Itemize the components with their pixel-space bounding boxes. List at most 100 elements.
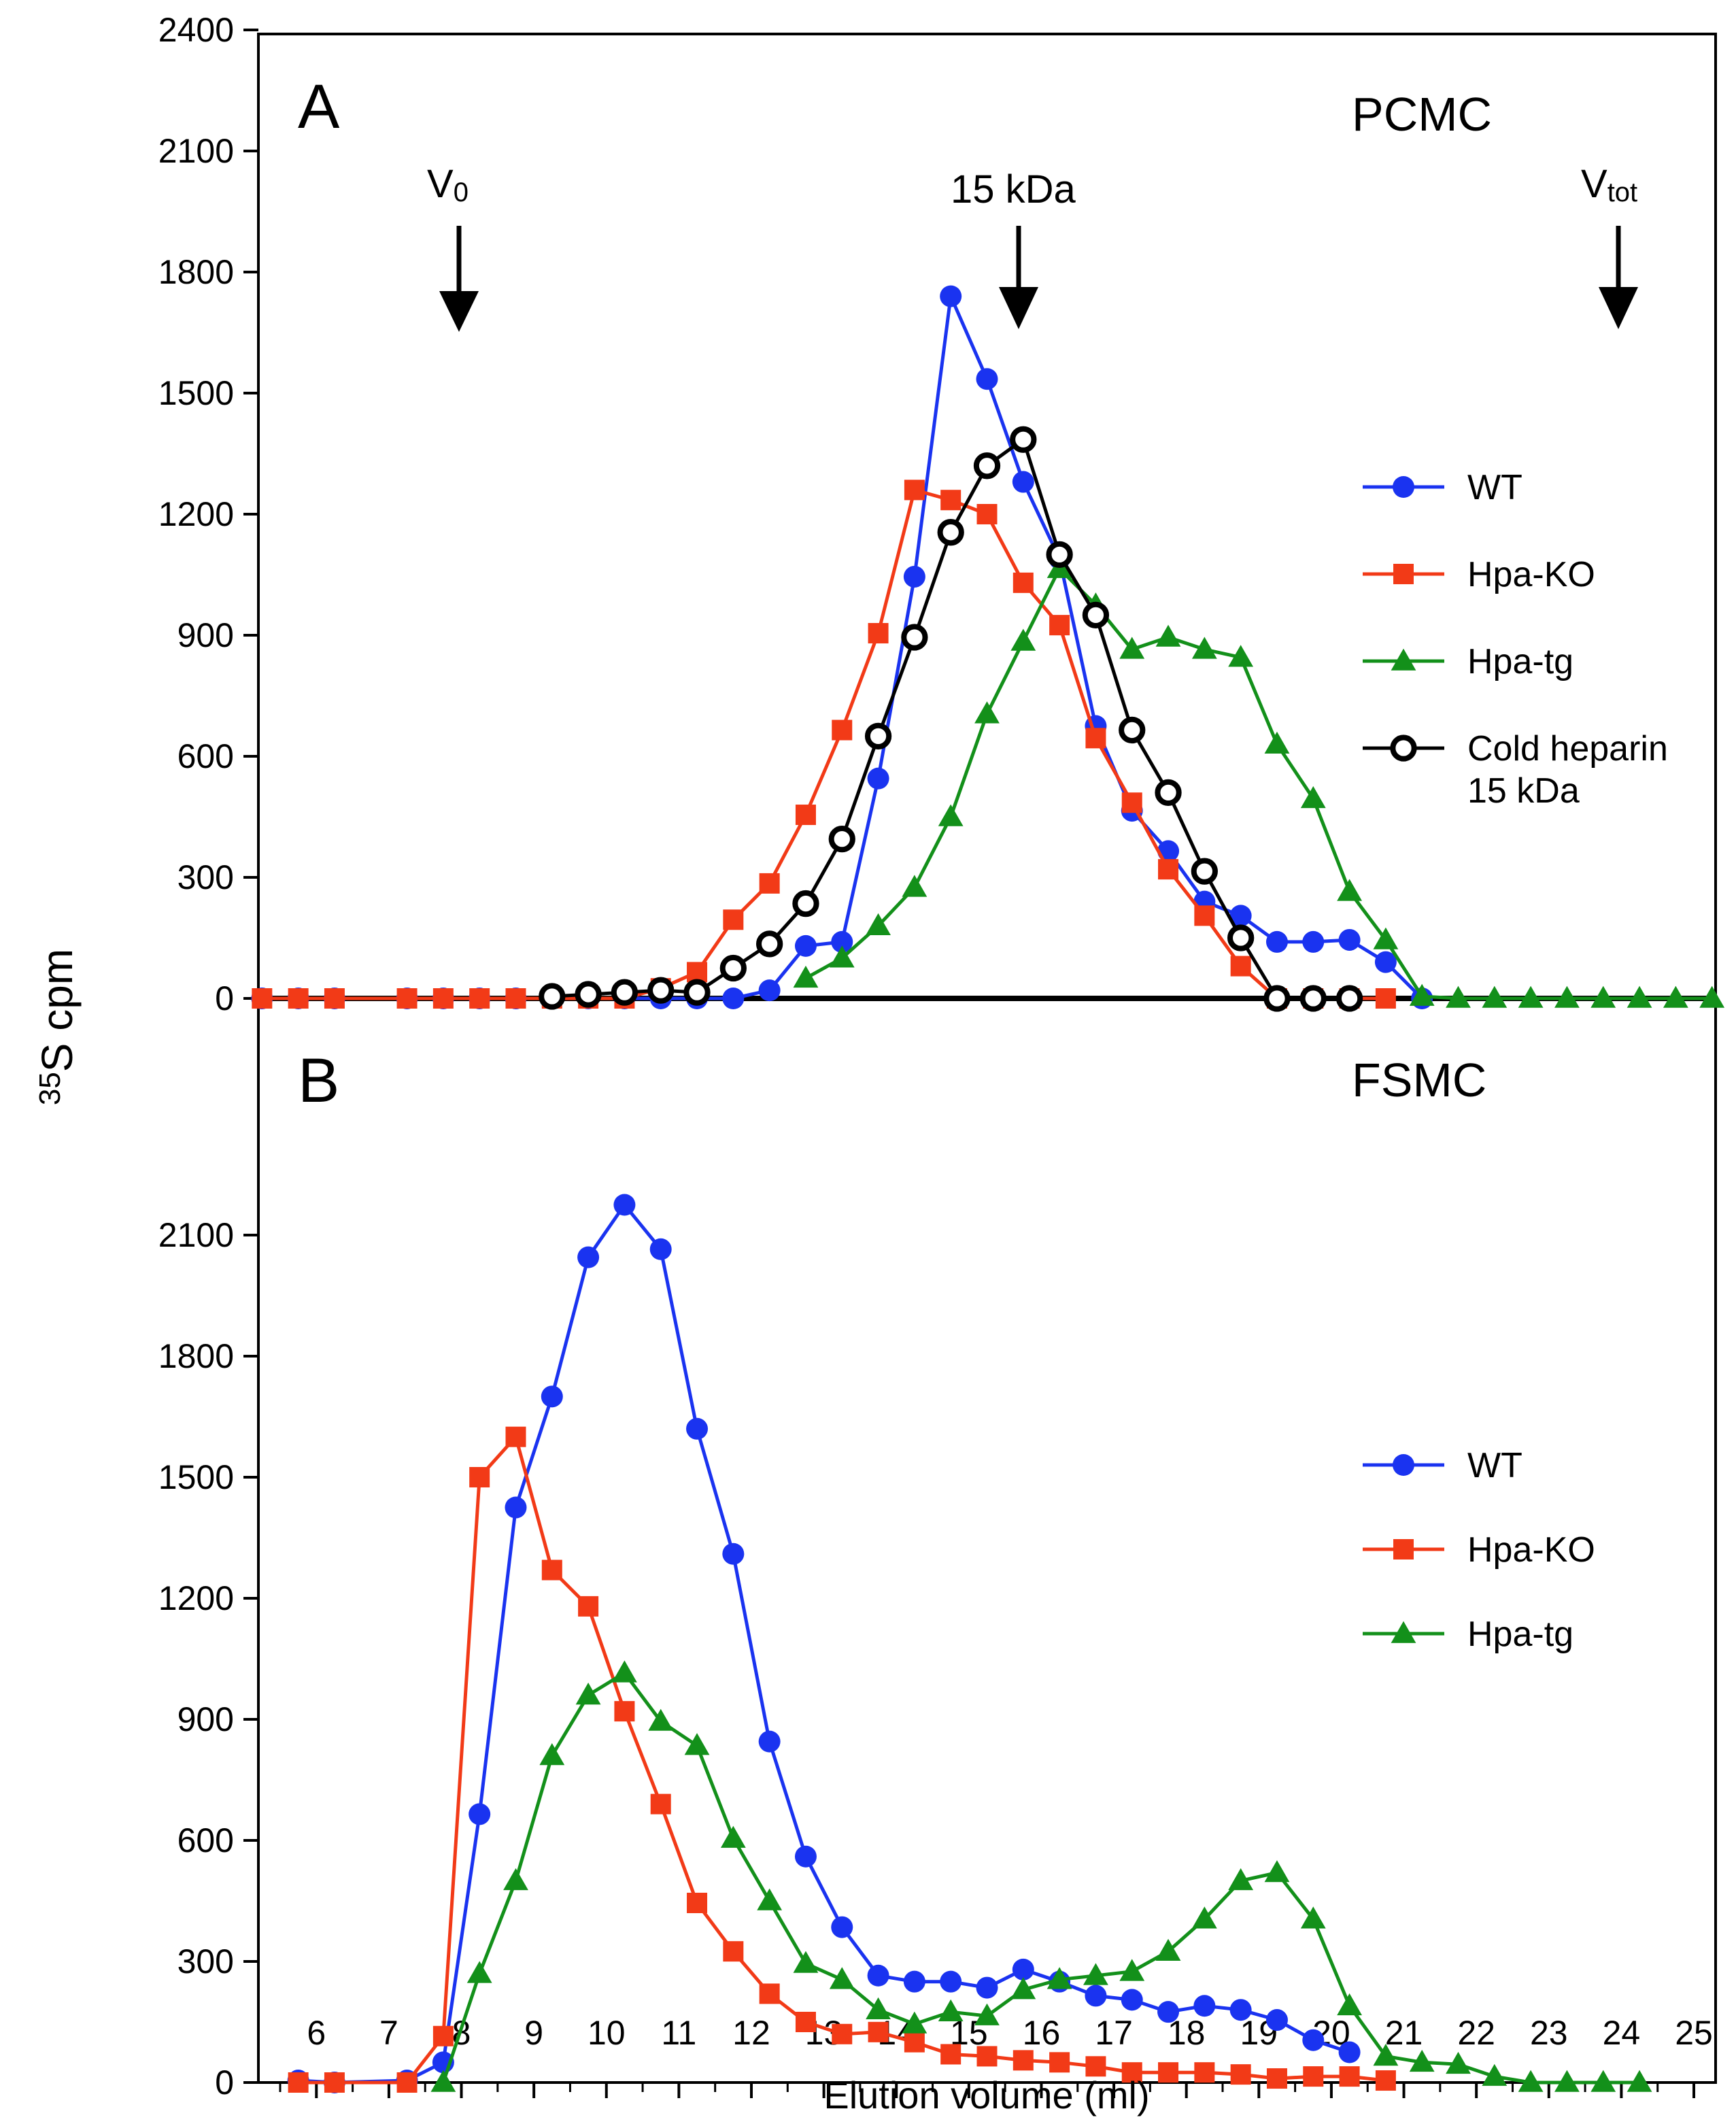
data-point-hpa_ko: [541, 1560, 562, 1581]
y-tick-label: 1500: [158, 1458, 234, 1496]
data-point-wt: [867, 1964, 889, 1987]
data-point-cold_heparin: [1335, 985, 1363, 1012]
x-tick-label: 22: [1457, 2014, 1495, 2052]
legend-marker-hpa_ko: [1393, 564, 1414, 584]
data-point-hpa_tg: [1518, 2070, 1544, 2092]
data-point-hpa_ko: [868, 2021, 889, 2042]
data-point-hpa_ko: [324, 988, 345, 1009]
data-point-hpa_tg: [684, 1733, 710, 1755]
data-point-wt: [1265, 2009, 1288, 2032]
data-point-hpa_ko: [1266, 2068, 1287, 2089]
data-point-hpa_tg: [829, 945, 855, 968]
vtot-label-main: V: [1581, 162, 1607, 206]
data-point-hpa_ko: [1085, 728, 1106, 749]
data-point-hpa_tg: [902, 2011, 927, 2034]
legend-marker-hpa_tg: [1391, 1621, 1416, 1643]
data-point-hpa_ko: [1012, 2050, 1034, 2071]
data-point-hpa_tg: [1264, 731, 1290, 754]
x-axis-title: Elution volume (ml): [823, 2074, 1149, 2117]
data-point-hpa_ko: [1303, 2066, 1324, 2087]
data-point-hpa_ko: [687, 1892, 708, 1913]
data-point-wt: [794, 934, 817, 957]
x-tick-label: 11: [661, 2014, 696, 2052]
data-point-cold_heparin: [575, 981, 602, 1008]
data-point-hpa_tg: [1590, 985, 1616, 1008]
data-point-cold_heparin: [611, 979, 639, 1006]
y-tick-label: 900: [177, 1700, 234, 1738]
y-tick-label: 900: [177, 616, 234, 654]
data-point-wt: [469, 1803, 491, 1825]
data-point-hpa_ko: [687, 962, 708, 983]
data-point-wt: [940, 285, 962, 307]
data-point-cold_heparin: [647, 977, 675, 1004]
x-tick-label: 21: [1385, 2014, 1423, 2052]
series-hpa_tg: [430, 1660, 1652, 2092]
data-point-hpa_tg: [1590, 2070, 1616, 2092]
kda-marker-label: 15 kDa: [951, 167, 1076, 212]
data-point-hpa_ko: [324, 2072, 345, 2093]
data-point-hpa_tg: [1155, 1938, 1181, 1961]
y-tick-label: 2400: [158, 11, 234, 49]
series-wt: [287, 1194, 1361, 2093]
series-line-wt: [262, 294, 1423, 1000]
panel-a-y-axis: 0 300 600 900 1200 1500 1800 2100 2400: [158, 11, 258, 1017]
data-point-hpa_tg: [1554, 985, 1580, 1008]
data-point-wt: [903, 1970, 925, 1993]
data-point-cold_heparin: [1191, 858, 1218, 885]
series-line-wt: [298, 1203, 1350, 2085]
data-point-wt: [649, 1238, 672, 1260]
data-point-cold_heparin: [683, 979, 711, 1006]
data-point-wt: [1374, 951, 1397, 973]
data-point-hpa_tg: [866, 1997, 891, 2019]
data-point-hpa_tg: [503, 1868, 528, 1891]
series-hpa_ko: [252, 479, 1396, 1009]
data-point-hpa_tg: [1010, 1977, 1036, 2000]
data-point-cold_heparin: [1082, 601, 1110, 628]
data-point-wt: [541, 1385, 563, 1408]
data-point-hpa_ko: [432, 2025, 454, 2046]
data-point-cold_heparin: [719, 954, 747, 982]
data-point-wt: [976, 1976, 998, 1999]
data-point-hpa_ko: [940, 490, 961, 511]
data-point-hpa_ko: [396, 2072, 418, 2093]
legend-label: Hpa-KO: [1467, 1530, 1595, 1570]
data-point-wt: [1121, 1989, 1143, 2011]
data-point-hpa_tg: [974, 2003, 1000, 2025]
data-point-wt: [1229, 905, 1252, 927]
data-point-hpa_tg: [1373, 927, 1399, 949]
data-point-hpa_ko: [578, 1596, 599, 1617]
x-tick-label: 6: [307, 2014, 326, 2052]
v0-label-subscript: 0: [454, 178, 469, 207]
data-point-hpa_tg: [1191, 637, 1217, 659]
legend-marker-wt: [1393, 1454, 1414, 1476]
legend-marker-hpa_tg: [1391, 648, 1416, 671]
data-point-hpa_tg: [1446, 985, 1471, 1008]
y-tick-label: 600: [177, 1821, 234, 1859]
legend-label: Hpa-tg: [1467, 642, 1573, 681]
data-point-cold_heparin: [1263, 985, 1291, 1012]
data-point-hpa_ko: [396, 988, 418, 1009]
data-point-cold_heparin: [1155, 779, 1182, 807]
y-tick-label: 0: [215, 2063, 234, 2102]
data-point-wt: [758, 979, 781, 1002]
vtot-label: Vtot: [1581, 162, 1637, 207]
data-point-hpa_tg: [1191, 1906, 1217, 1929]
legend-label-line2: 15 kDa: [1467, 771, 1580, 811]
x-tick-label: 24: [1603, 2014, 1641, 2052]
data-point-hpa_tg: [1482, 2063, 1508, 2086]
x-axis: 6 7 8 9 10 11 12 13 14 15 16 17 18 19 20 21 22 23 24 25: [279, 2014, 1713, 2098]
legend-item-hpa_ko: Hpa-KO: [1363, 1530, 1595, 1570]
data-point-wt: [1302, 2029, 1325, 2051]
panel-b-series: [287, 1194, 1652, 2093]
data-point-hpa_ko: [1194, 905, 1215, 926]
data-point-wt: [831, 930, 853, 953]
data-point-wt: [976, 368, 998, 390]
data-point-cold_heparin: [828, 825, 855, 853]
v0-arrow-icon: [439, 226, 479, 332]
x-tick-label: 23: [1530, 2014, 1568, 2052]
data-point-hpa_ko: [505, 1426, 526, 1447]
data-point-hpa_ko: [1121, 2062, 1142, 2083]
data-point-hpa_tg: [1119, 637, 1145, 659]
data-point-wt: [758, 1730, 781, 1753]
